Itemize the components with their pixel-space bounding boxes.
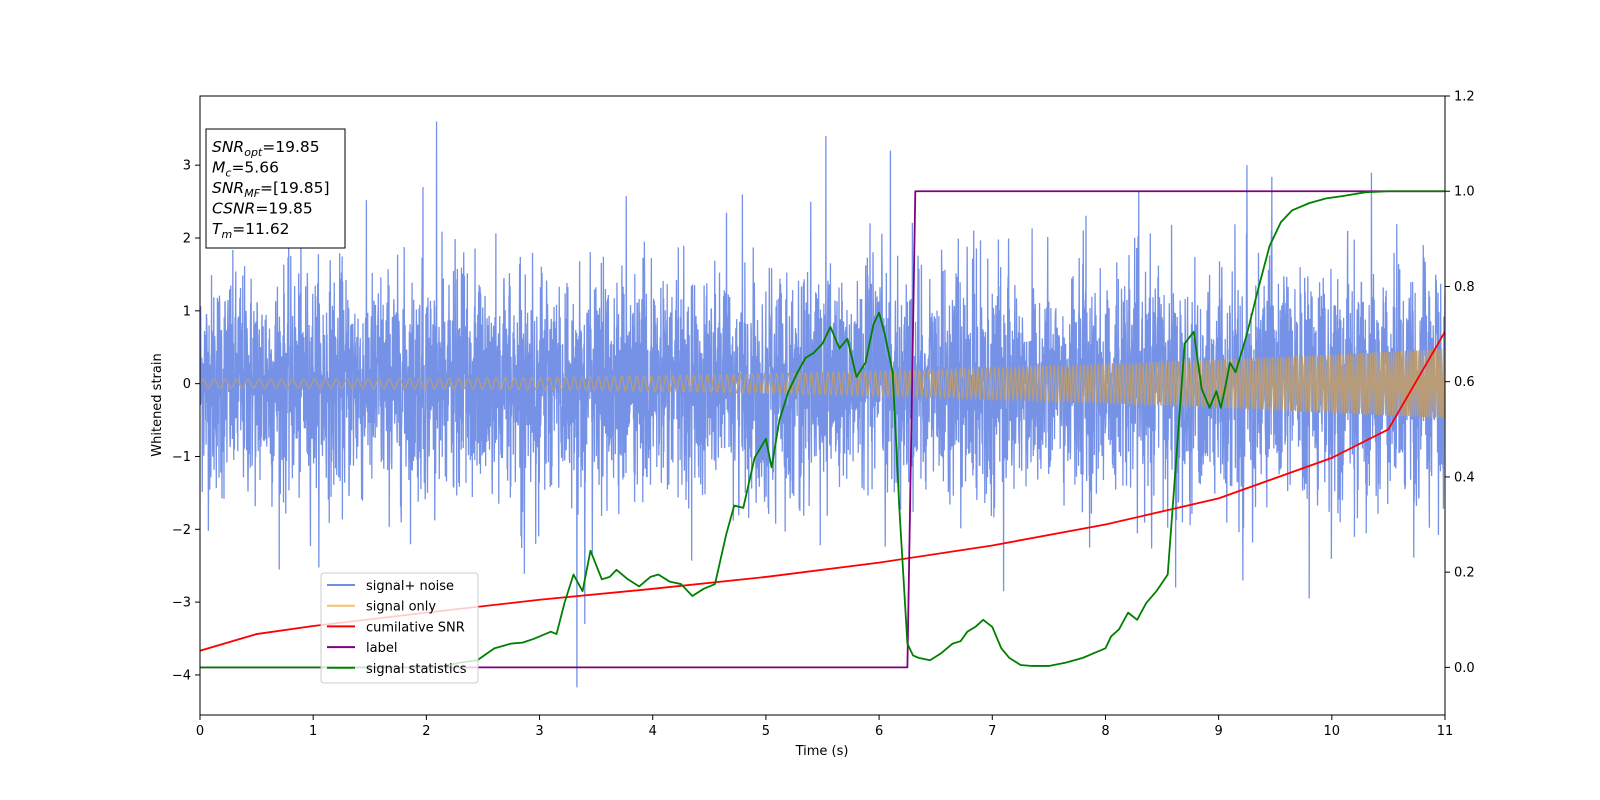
legend-label-0: signal+ noise (366, 579, 454, 594)
y-left-tick-label-0: 3 (183, 159, 191, 174)
info-subscript: opt (244, 146, 263, 159)
y-left-tick-label-3: 0 (183, 377, 191, 392)
info-subscript: MF (244, 187, 260, 200)
series-line-3 (200, 190, 1445, 669)
y-right-tick-label-0: 1.2 (1454, 90, 1475, 105)
info-line-4: Tm=11.62 (212, 220, 290, 241)
y-right-tick-label-3: 0.6 (1454, 375, 1475, 390)
info-symbol: M (212, 159, 225, 177)
x-axis-label: Time (s) (795, 744, 849, 759)
y-right-tick-label-5: 0.2 (1454, 566, 1475, 581)
axes: 0 1 2 3 4 5 6 7 8 9 10 113210−1−2−3−41.21.00.80.60.… (172, 90, 1475, 740)
info-box-frame (205, 128, 346, 249)
x-tick-label-11: 11 (1437, 724, 1454, 739)
legend-frame (320, 572, 479, 684)
info-symbol: SNR (212, 179, 244, 197)
info-symbol: CSNR (212, 200, 255, 218)
legend-label-1: signal only (366, 600, 436, 615)
info-value: =[19.85] (260, 179, 329, 197)
info-value: =19.85 (262, 138, 319, 156)
x-tick-label-1: 1 (309, 724, 317, 739)
x-tick-label-10: 10 (1324, 724, 1341, 739)
legend-label-4: signal statistics (366, 662, 467, 677)
info-subscript: m (221, 228, 232, 241)
y-axis-label: Whitened strain (150, 353, 165, 456)
info-line-2: SNRMF=[19.85] (212, 179, 330, 200)
y-left-tick-label-5: −2 (172, 523, 191, 538)
info-line-0: SNRopt=19.85 (212, 138, 320, 159)
info-value: =19.85 (255, 200, 312, 218)
y-right-tick-label-1: 1.0 (1454, 185, 1475, 200)
info-value: =5.66 (231, 159, 279, 177)
x-tick-label-2: 2 (422, 724, 430, 739)
x-tick-label-8: 8 (1101, 724, 1109, 739)
info-subscript: c (225, 167, 231, 180)
x-tick-label-9: 9 (1214, 724, 1222, 739)
series-line-0 (200, 121, 1445, 688)
x-tick-label-0: 0 (196, 724, 204, 739)
y-left-tick-label-7: −4 (172, 668, 191, 683)
y-left-tick-label-1: 2 (183, 232, 191, 247)
x-tick-label-5: 5 (762, 724, 770, 739)
y-right-tick-label-6: 0.0 (1454, 661, 1475, 676)
info-box: SNRopt=19.85Mc=5.66SNRMF=[19.85]CSNR=19.… (205, 128, 346, 249)
info-symbol: T (212, 220, 223, 238)
info-symbol: SNR (212, 138, 244, 156)
series-line-4 (200, 190, 1445, 669)
y-left-tick-label-2: 1 (183, 304, 191, 319)
y-left-tick-label-4: −1 (172, 450, 191, 465)
x-tick-label-7: 7 (988, 724, 996, 739)
x-tick-label-3: 3 (535, 724, 543, 739)
legend-label-2: cumilative SNR (366, 620, 465, 635)
legend-label-3: label (366, 641, 397, 656)
info-value: =11.62 (232, 220, 289, 238)
info-line-1: Mc=5.66 (212, 159, 279, 180)
x-tick-label-6: 6 (875, 724, 883, 739)
y-right-tick-label-4: 0.4 (1454, 470, 1475, 485)
info-line-3: CSNR=19.85 (212, 200, 313, 218)
axes-frame (199, 95, 1446, 716)
legend: signal+ noise signal only cumilative SNR la… (320, 572, 479, 684)
x-tick-label-4: 4 (649, 724, 657, 739)
series-line-1 (200, 347, 1445, 419)
y-left-tick-label-6: −3 (172, 596, 191, 611)
y-right-tick-label-2: 0.8 (1454, 280, 1475, 295)
